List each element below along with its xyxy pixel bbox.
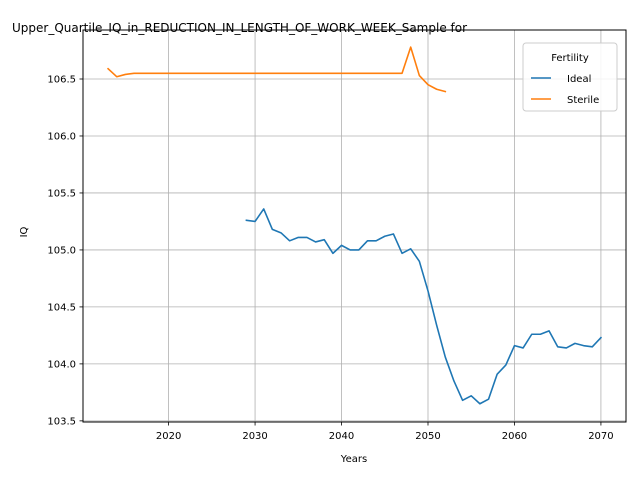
y-tick-label: 105.5 bbox=[47, 188, 76, 199]
x-axis-ticks: 2020 2030 2040 2050 2060 2070 bbox=[156, 422, 614, 442]
y-tick-label: 104.0 bbox=[47, 359, 76, 370]
legend-title: Fertility bbox=[551, 53, 589, 64]
x-tick-label: 2050 bbox=[415, 431, 440, 442]
y-tick-label: 103.5 bbox=[47, 416, 76, 427]
x-tick-label: 2020 bbox=[156, 431, 181, 442]
series-line-sterile bbox=[106, 46, 447, 93]
series-line-ideal bbox=[245, 208, 603, 405]
y-tick-label: 105.0 bbox=[47, 245, 76, 256]
x-tick-label: 2060 bbox=[502, 431, 527, 442]
y-tick-label: 104.5 bbox=[47, 302, 76, 313]
legend-label-sterile: Sterile bbox=[567, 95, 599, 106]
x-tick-label: 2040 bbox=[329, 431, 354, 442]
chart-title: Upper_Quartile_IQ_in_REDUCTION_IN_LENGTH… bbox=[12, 21, 467, 35]
x-axis-label: Years bbox=[340, 454, 367, 465]
x-tick-label: 2070 bbox=[588, 431, 613, 442]
y-axis-label: IQ bbox=[19, 226, 30, 237]
series-lines bbox=[106, 46, 603, 405]
legend-box bbox=[522, 42, 618, 112]
plot-frame bbox=[82, 29, 627, 423]
x-tick-label: 2030 bbox=[242, 431, 267, 442]
y-tick-label: 106.0 bbox=[47, 131, 76, 142]
legend-label-ideal: Ideal bbox=[567, 74, 591, 85]
y-tick-label: 106.5 bbox=[47, 75, 76, 86]
legend: Fertility Ideal Sterile bbox=[522, 42, 618, 112]
y-axis-ticks: 103.5 104.0 104.5 105.0 105.5 106.0 106.5 bbox=[47, 75, 83, 427]
